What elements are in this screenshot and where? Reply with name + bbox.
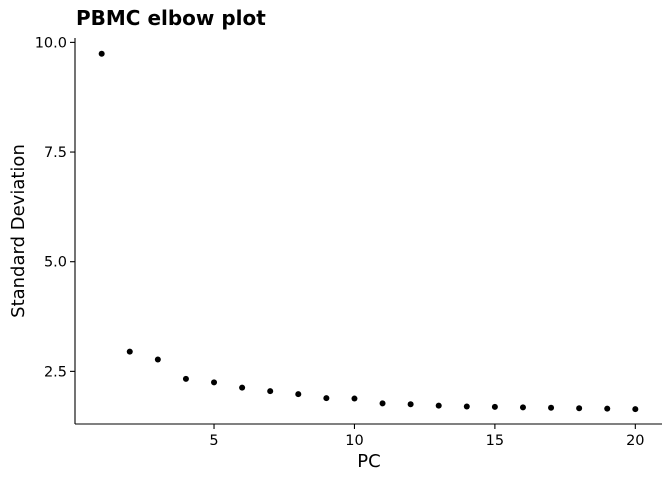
data-point [98, 50, 105, 57]
data-point [632, 406, 639, 413]
y-ticks: 2.5 5.0 7.5 10.0 [35, 35, 75, 380]
data-point [435, 402, 442, 409]
chart-title: PBMC elbow plot [76, 6, 266, 30]
x-axis-title: PC [357, 451, 380, 472]
data-point [126, 348, 133, 355]
data-point [576, 405, 583, 412]
x-ticks: 5 10 15 20 [209, 424, 645, 449]
y-tick-label: 2.5 [44, 364, 67, 380]
x-tick-label: 15 [486, 433, 504, 449]
data-point [239, 384, 246, 391]
y-axis-title: Standard Deviation [8, 144, 29, 318]
data-point [267, 388, 274, 395]
data-point [154, 356, 161, 363]
data-point [519, 404, 526, 411]
x-tick-label: 5 [209, 433, 218, 449]
y-tick-label: 5.0 [44, 255, 67, 271]
data-point [182, 375, 189, 382]
data-point [407, 401, 414, 408]
axes [74, 38, 662, 425]
x-tick-label: 10 [345, 433, 363, 449]
y-tick-label: 10.0 [35, 35, 67, 51]
data-point [323, 395, 330, 402]
data-point [463, 403, 470, 410]
data-point [604, 405, 611, 412]
data-points [98, 50, 639, 413]
data-point [548, 404, 555, 411]
data-point [211, 379, 218, 386]
data-point [379, 400, 386, 407]
x-tick-label: 20 [626, 433, 644, 449]
data-point [351, 395, 358, 402]
y-tick-label: 7.5 [44, 145, 67, 161]
data-point [491, 403, 498, 410]
data-point [295, 391, 302, 398]
